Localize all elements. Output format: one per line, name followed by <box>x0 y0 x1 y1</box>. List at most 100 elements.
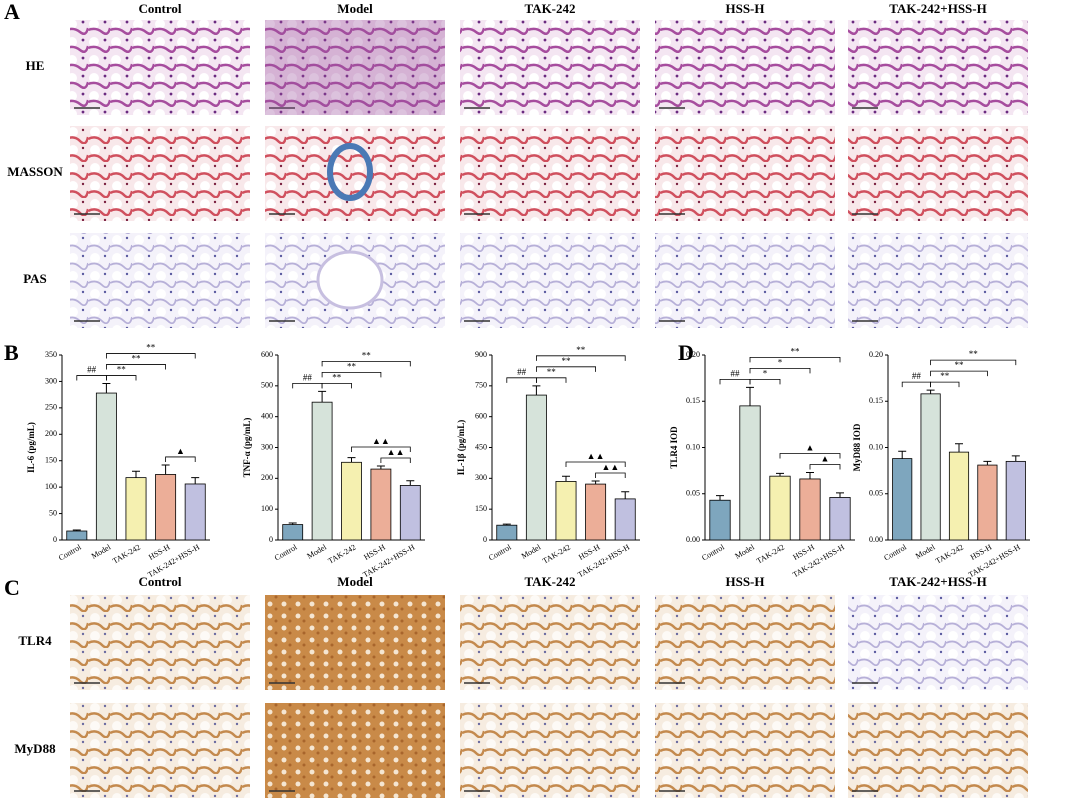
micrograph <box>265 595 445 690</box>
bar <box>66 530 88 541</box>
significance-label: ▲▲ <box>601 462 619 472</box>
error-bar <box>318 390 327 403</box>
micrograph <box>655 126 835 221</box>
vessel <box>316 250 384 310</box>
significance-bracket <box>351 446 411 452</box>
error-bar <box>836 492 844 498</box>
bar <box>1005 460 1026 541</box>
micrograph-overlay <box>265 20 445 115</box>
significance-bracket <box>719 378 751 385</box>
bar <box>829 497 851 541</box>
x-tick-label: Control <box>487 542 513 562</box>
micrograph <box>70 20 250 115</box>
error-bar <box>716 495 724 501</box>
error-bar <box>132 470 140 478</box>
x-tick-label: TAK-242 <box>111 543 142 566</box>
error-bar <box>72 529 81 532</box>
micrograph <box>848 233 1028 328</box>
y-tick-label: 900 <box>475 350 487 359</box>
significance-bracket <box>106 364 166 370</box>
x-tick-label: Model <box>90 542 113 561</box>
micrograph <box>460 20 640 115</box>
micrograph <box>265 703 445 798</box>
micrograph <box>460 595 640 690</box>
significance-label: ** <box>940 371 950 381</box>
y-tick-label: 0 <box>53 535 57 544</box>
y-tick-label: 0.15 <box>686 396 700 405</box>
row-label: HE <box>26 58 45 73</box>
significance-label: * <box>763 368 768 378</box>
significance-bracket <box>930 381 960 388</box>
y-tick-label: 300 <box>261 442 273 451</box>
y-axis-label: MyD88 IOD <box>852 423 862 471</box>
error-bar <box>502 523 511 526</box>
error-bar <box>406 480 415 486</box>
significance-bracket <box>536 355 626 361</box>
error-bar <box>776 472 784 477</box>
significance-label: ** <box>347 361 357 371</box>
panel-letter: C <box>4 575 20 600</box>
significance-label: ▲▲ <box>387 447 405 457</box>
significance-label: ▲▲ <box>587 451 605 461</box>
y-tick-label: 750 <box>475 381 487 390</box>
column-header: Model <box>337 1 373 16</box>
significance-bracket <box>165 456 196 462</box>
bar <box>496 524 518 541</box>
micrograph <box>848 703 1028 798</box>
y-tick-label: 0.20 <box>686 350 700 359</box>
micrograph <box>655 595 835 690</box>
x-tick-label: TAK-242+HSS-H <box>967 542 1022 579</box>
bar <box>125 477 147 541</box>
y-tick-label: 0.20 <box>869 350 883 359</box>
column-header: Model <box>337 574 373 589</box>
y-tick-label: 300 <box>475 473 487 482</box>
y-tick-label: 300 <box>45 376 57 385</box>
micrograph <box>848 20 1028 115</box>
x-tick-label: Control <box>57 542 83 562</box>
micrograph <box>655 233 835 328</box>
y-tick-label: 50 <box>49 508 57 517</box>
error-bar <box>376 465 385 470</box>
significance-label: ** <box>117 365 127 375</box>
y-axis-label: IL-6 (pg/mL) <box>26 422 36 473</box>
significance-label: ** <box>791 346 801 356</box>
x-tick-label: Control <box>882 542 908 562</box>
column-header: HSS-H <box>725 1 764 16</box>
significance-bracket <box>106 375 137 381</box>
y-tick-label: 450 <box>475 442 487 451</box>
bar <box>799 478 821 541</box>
error-bar <box>983 460 992 466</box>
y-tick-label: 0.00 <box>869 535 883 544</box>
bar <box>585 483 607 541</box>
x-tick-label: Control <box>273 542 299 562</box>
y-tick-label: 600 <box>475 411 487 420</box>
y-tick-label: 150 <box>45 456 57 465</box>
y-axis-label: IL-1β (pg/mL) <box>456 420 466 476</box>
significance-bracket <box>292 382 323 389</box>
micrograph <box>70 126 250 221</box>
x-tick-label: TAK-242 <box>327 543 358 566</box>
column-header: TAK-242+HSS-H <box>889 1 986 16</box>
significance-bracket <box>321 371 382 378</box>
significance-label: ** <box>955 360 965 370</box>
bar <box>311 401 333 541</box>
bar <box>709 499 731 541</box>
error-bar <box>288 522 297 525</box>
row-label: TLR4 <box>18 633 52 648</box>
x-tick-label: Model <box>520 542 543 561</box>
x-tick-label: TAK-242 <box>934 543 965 566</box>
micrograph <box>848 126 1028 221</box>
bar <box>948 451 970 541</box>
significance-bracket <box>749 367 811 374</box>
x-tick-label: TAK-242+HSS-H <box>576 542 631 579</box>
micrograph <box>848 595 1028 690</box>
micrograph <box>70 703 250 798</box>
y-tick-label: 0.15 <box>869 396 883 405</box>
significance-label: ** <box>132 354 142 364</box>
micrograph <box>460 126 640 221</box>
y-tick-label: 400 <box>261 411 273 420</box>
error-bar <box>591 480 600 485</box>
error-bar <box>898 450 907 459</box>
significance-bracket <box>321 382 352 389</box>
vessel <box>327 143 373 201</box>
